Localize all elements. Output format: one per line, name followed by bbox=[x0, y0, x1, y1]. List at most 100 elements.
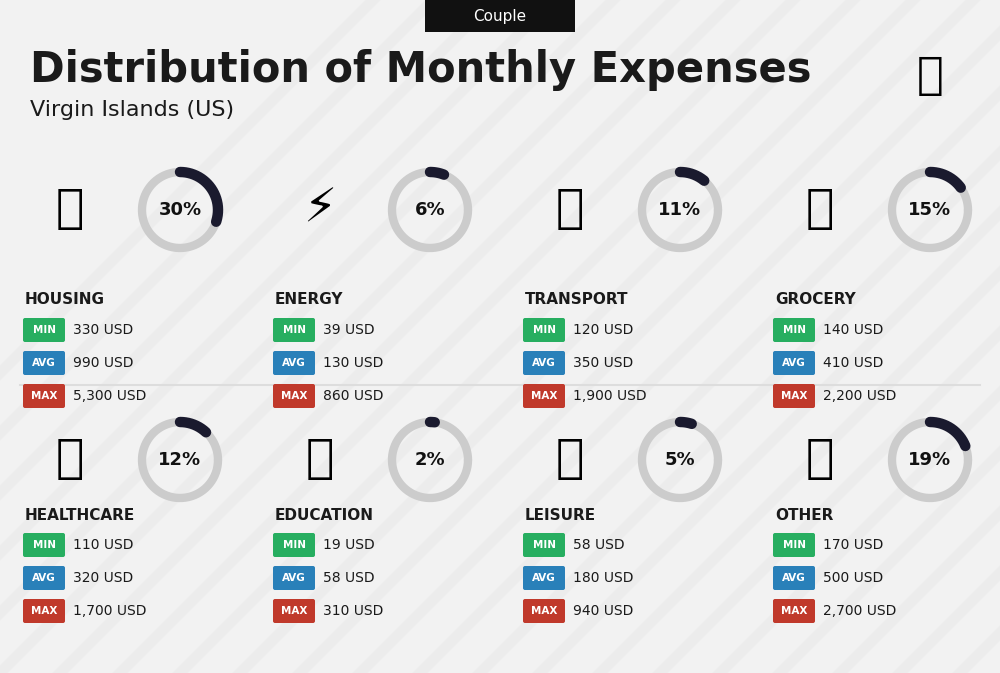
FancyBboxPatch shape bbox=[523, 533, 565, 557]
Text: 39 USD: 39 USD bbox=[323, 323, 375, 337]
Text: 58 USD: 58 USD bbox=[323, 571, 375, 585]
FancyBboxPatch shape bbox=[523, 318, 565, 342]
FancyBboxPatch shape bbox=[23, 566, 65, 590]
Text: 350 USD: 350 USD bbox=[573, 356, 633, 370]
Text: 🏴: 🏴 bbox=[917, 53, 943, 96]
Text: 1,700 USD: 1,700 USD bbox=[73, 604, 146, 618]
FancyBboxPatch shape bbox=[523, 384, 565, 408]
FancyBboxPatch shape bbox=[523, 599, 565, 623]
Text: 170 USD: 170 USD bbox=[823, 538, 883, 552]
Text: 11%: 11% bbox=[658, 201, 702, 219]
Text: AVG: AVG bbox=[782, 573, 806, 583]
FancyBboxPatch shape bbox=[273, 533, 315, 557]
Text: TRANSPORT: TRANSPORT bbox=[525, 293, 629, 308]
FancyBboxPatch shape bbox=[773, 566, 815, 590]
Text: EDUCATION: EDUCATION bbox=[275, 507, 374, 522]
Text: AVG: AVG bbox=[782, 358, 806, 368]
Text: 320 USD: 320 USD bbox=[73, 571, 133, 585]
Text: 110 USD: 110 USD bbox=[73, 538, 134, 552]
Text: AVG: AVG bbox=[282, 573, 306, 583]
Text: MAX: MAX bbox=[31, 606, 57, 616]
Text: 860 USD: 860 USD bbox=[323, 389, 384, 403]
Text: Virgin Islands (US): Virgin Islands (US) bbox=[30, 100, 234, 120]
Text: 500 USD: 500 USD bbox=[823, 571, 883, 585]
Text: MAX: MAX bbox=[531, 606, 557, 616]
Text: 330 USD: 330 USD bbox=[73, 323, 133, 337]
FancyBboxPatch shape bbox=[23, 599, 65, 623]
Text: 58 USD: 58 USD bbox=[573, 538, 625, 552]
Text: 🛒: 🛒 bbox=[806, 188, 834, 232]
FancyBboxPatch shape bbox=[23, 533, 65, 557]
Text: AVG: AVG bbox=[32, 573, 56, 583]
Text: Distribution of Monthly Expenses: Distribution of Monthly Expenses bbox=[30, 49, 812, 91]
Text: 15%: 15% bbox=[908, 201, 952, 219]
Text: ⚡: ⚡ bbox=[303, 188, 337, 232]
Text: 410 USD: 410 USD bbox=[823, 356, 883, 370]
Text: HOUSING: HOUSING bbox=[25, 293, 105, 308]
Text: AVG: AVG bbox=[32, 358, 56, 368]
Text: 1,900 USD: 1,900 USD bbox=[573, 389, 647, 403]
Text: 🚌: 🚌 bbox=[556, 188, 584, 232]
Text: 130 USD: 130 USD bbox=[323, 356, 383, 370]
Text: MIN: MIN bbox=[283, 325, 306, 335]
Text: MIN: MIN bbox=[532, 325, 556, 335]
FancyBboxPatch shape bbox=[523, 566, 565, 590]
FancyBboxPatch shape bbox=[23, 351, 65, 375]
Text: AVG: AVG bbox=[532, 358, 556, 368]
Text: 🏢: 🏢 bbox=[56, 188, 84, 232]
Text: HEALTHCARE: HEALTHCARE bbox=[25, 507, 135, 522]
Text: OTHER: OTHER bbox=[775, 507, 833, 522]
Text: 5,300 USD: 5,300 USD bbox=[73, 389, 146, 403]
FancyBboxPatch shape bbox=[273, 351, 315, 375]
Text: MIN: MIN bbox=[32, 540, 56, 550]
Text: 940 USD: 940 USD bbox=[573, 604, 633, 618]
Text: MAX: MAX bbox=[531, 391, 557, 401]
Text: 120 USD: 120 USD bbox=[573, 323, 633, 337]
FancyBboxPatch shape bbox=[773, 599, 815, 623]
Text: 🛍️: 🛍️ bbox=[556, 437, 584, 483]
FancyBboxPatch shape bbox=[523, 351, 565, 375]
Text: GROCERY: GROCERY bbox=[775, 293, 856, 308]
FancyBboxPatch shape bbox=[273, 318, 315, 342]
FancyBboxPatch shape bbox=[273, 566, 315, 590]
FancyBboxPatch shape bbox=[23, 318, 65, 342]
Text: 2%: 2% bbox=[415, 451, 445, 469]
FancyBboxPatch shape bbox=[273, 384, 315, 408]
Text: MAX: MAX bbox=[281, 391, 307, 401]
Text: Couple: Couple bbox=[473, 9, 527, 24]
FancyBboxPatch shape bbox=[773, 533, 815, 557]
Text: LEISURE: LEISURE bbox=[525, 507, 596, 522]
Text: 💊: 💊 bbox=[56, 437, 84, 483]
FancyBboxPatch shape bbox=[773, 351, 815, 375]
Text: AVG: AVG bbox=[532, 573, 556, 583]
FancyBboxPatch shape bbox=[773, 318, 815, 342]
Text: MIN: MIN bbox=[32, 325, 56, 335]
Text: 30%: 30% bbox=[158, 201, 202, 219]
Text: 6%: 6% bbox=[415, 201, 445, 219]
Text: MAX: MAX bbox=[781, 606, 807, 616]
Text: MAX: MAX bbox=[781, 391, 807, 401]
Text: MIN: MIN bbox=[782, 540, 806, 550]
Text: 19 USD: 19 USD bbox=[323, 538, 375, 552]
Text: 140 USD: 140 USD bbox=[823, 323, 883, 337]
Text: 990 USD: 990 USD bbox=[73, 356, 134, 370]
FancyBboxPatch shape bbox=[425, 0, 575, 32]
Text: AVG: AVG bbox=[282, 358, 306, 368]
Text: 310 USD: 310 USD bbox=[323, 604, 383, 618]
Text: 👛: 👛 bbox=[806, 437, 834, 483]
Text: 12%: 12% bbox=[158, 451, 202, 469]
Text: MIN: MIN bbox=[782, 325, 806, 335]
Text: MAX: MAX bbox=[281, 606, 307, 616]
FancyBboxPatch shape bbox=[773, 384, 815, 408]
Text: 19%: 19% bbox=[908, 451, 952, 469]
FancyBboxPatch shape bbox=[23, 384, 65, 408]
FancyBboxPatch shape bbox=[273, 599, 315, 623]
Text: 180 USD: 180 USD bbox=[573, 571, 634, 585]
Text: 2,200 USD: 2,200 USD bbox=[823, 389, 896, 403]
Text: MIN: MIN bbox=[283, 540, 306, 550]
Text: 5%: 5% bbox=[665, 451, 695, 469]
Text: 🎓: 🎓 bbox=[306, 437, 334, 483]
Text: ENERGY: ENERGY bbox=[275, 293, 344, 308]
Text: MIN: MIN bbox=[532, 540, 556, 550]
Text: MAX: MAX bbox=[31, 391, 57, 401]
